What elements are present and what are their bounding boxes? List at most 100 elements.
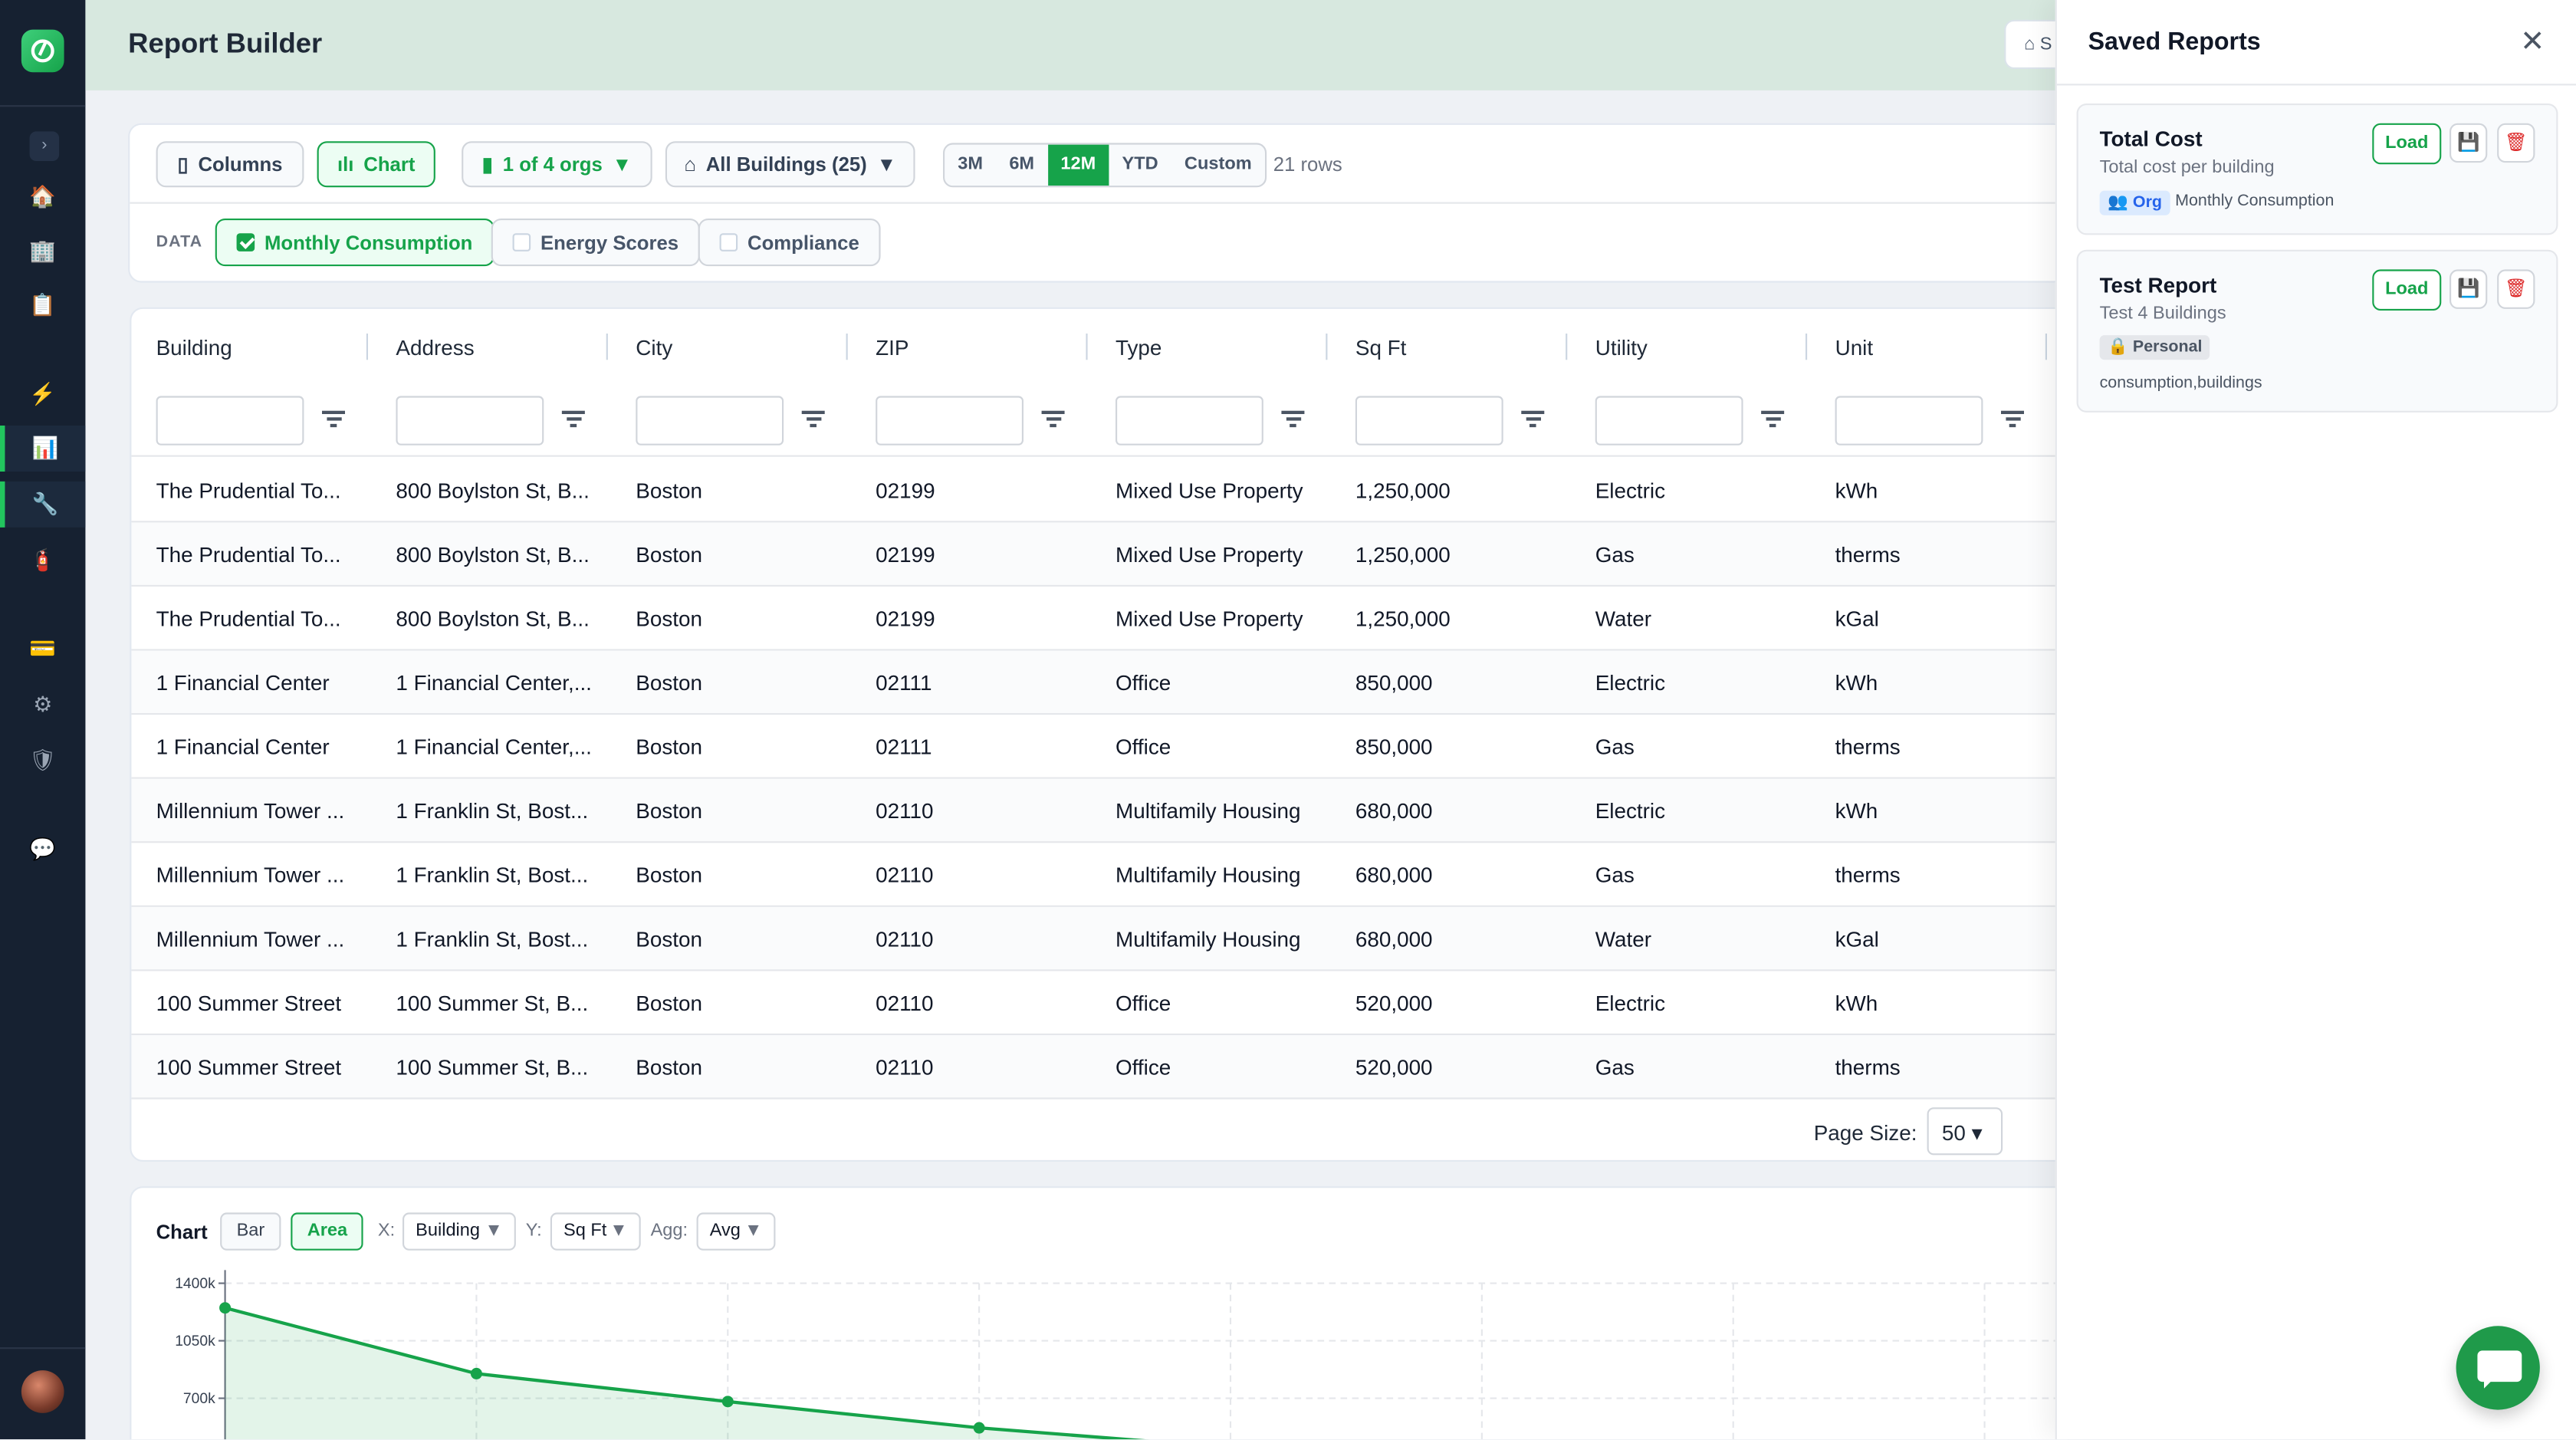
column-header[interactable]: ZIP (876, 335, 909, 360)
page-title: Report Builder (128, 28, 323, 60)
load-button[interactable]: Load (2372, 269, 2442, 311)
avatar[interactable] (21, 1370, 64, 1413)
column-resizer[interactable] (846, 334, 848, 360)
columns-icon: ▯ (177, 153, 189, 176)
filter-icon[interactable] (322, 407, 345, 430)
chart-button[interactable]: ılı Chart (317, 141, 435, 188)
report-name: Total Cost (2099, 127, 2203, 152)
bar-type-button[interactable]: Bar (220, 1212, 281, 1251)
table-cell: 1 Financial Center,... (396, 670, 592, 695)
column-resizer[interactable] (366, 334, 368, 360)
lightning-icon[interactable]: ⚡ (29, 381, 57, 406)
table-cell: therms (1835, 863, 1901, 888)
table-row[interactable]: Millennium Tower ... 1 Franklin St, Bost.… (131, 906, 2067, 972)
filter-icon[interactable] (561, 407, 585, 430)
chart-icon[interactable]: 📊 (0, 426, 86, 472)
filter-icon[interactable] (1761, 407, 1785, 430)
buildings-icon[interactable]: 🏢 (29, 238, 57, 263)
table-row[interactable]: 100 Summer Street 100 Summer St, B... Bost… (131, 1035, 2067, 1100)
trash-icon[interactable]: 🗑 (2497, 269, 2535, 309)
agg-select[interactable]: Avg ▼ (696, 1212, 776, 1251)
filter-icon[interactable] (1521, 407, 1545, 430)
table-cell: Mixed Use Property (1116, 478, 1303, 503)
table-cell: Electric (1595, 991, 1666, 1016)
table-cell: The Prudential To... (156, 606, 341, 631)
filter-icon[interactable] (801, 407, 825, 430)
monthly-consumption-checkbox[interactable]: Monthly Consumption (215, 219, 495, 267)
area-type-button[interactable]: Area (291, 1212, 364, 1251)
table-row[interactable]: 100 Summer Street 100 Summer St, B... Bost… (131, 971, 2067, 1035)
close-icon[interactable]: ✕ (2520, 25, 2545, 58)
column-filter-input[interactable] (396, 396, 544, 445)
table-cell: therms (1835, 734, 1901, 759)
column-header[interactable]: Unit (1835, 335, 1874, 360)
range-custom[interactable]: Custom (1184, 154, 1252, 175)
column-resizer[interactable] (1326, 334, 1328, 360)
range-ytd[interactable]: YTD (1122, 154, 1158, 175)
column-header[interactable]: Address (396, 335, 475, 360)
wrench-icon[interactable]: 🔧 (0, 481, 86, 528)
table-cell: Boston (636, 798, 703, 824)
column-resizer[interactable] (1806, 334, 1808, 360)
range-6m[interactable]: 6M (1009, 154, 1035, 175)
sidebar-expand-button[interactable]: › (29, 131, 60, 161)
column-filter-input[interactable] (1595, 396, 1743, 445)
trash-icon[interactable]: 🗑 (2497, 123, 2535, 163)
load-button[interactable]: Load (2372, 123, 2442, 165)
y-axis-select[interactable]: Sq Ft ▼ (550, 1212, 641, 1251)
range-selector: 3M 6M 12M YTD Custom (943, 143, 1267, 188)
home-icon: ⌂ (684, 153, 696, 176)
table-cell: 100 Summer St, B... (396, 1054, 589, 1080)
app-logo[interactable] (21, 29, 64, 73)
save-icon[interactable]: 💾 (2450, 269, 2488, 309)
column-header[interactable]: Type (1116, 335, 1162, 360)
table-row[interactable]: The Prudential To... 800 Boylston St, B..… (131, 522, 2067, 587)
card-icon[interactable]: 💳 (29, 636, 57, 661)
column-resizer[interactable] (2045, 334, 2047, 360)
table-row[interactable]: Millennium Tower ... 1 Franklin St, Bost.… (131, 778, 2067, 843)
table-row[interactable]: 1 Financial Center 1 Financial Center,...… (131, 650, 2067, 715)
column-filter-input[interactable] (876, 396, 1024, 445)
chat-widget-button[interactable] (2456, 1326, 2540, 1410)
column-filter-input[interactable] (636, 396, 784, 445)
gear-icon[interactable]: ⚙ (33, 692, 53, 717)
filter-icon[interactable] (2001, 407, 2024, 430)
column-header[interactable]: Building (156, 335, 232, 360)
table-cell: kWh (1835, 478, 1878, 503)
page-size-select[interactable]: 50 ▾ (1927, 1107, 2003, 1156)
save-icon[interactable]: 💾 (2450, 123, 2488, 163)
filter-icon[interactable] (1281, 407, 1305, 430)
y-tick-label: 1400k (175, 1276, 215, 1292)
x-axis-select[interactable]: Building ▼ (402, 1212, 516, 1251)
column-header[interactable]: Sq Ft (1355, 335, 1407, 360)
column-resizer[interactable] (1566, 334, 1568, 360)
table-row[interactable]: The Prudential To... 800 Boylston St, B..… (131, 587, 2067, 651)
fire-extinguisher-icon[interactable]: 🧯 (29, 547, 57, 572)
table-row[interactable]: The Prudential To... 800 Boylston St, B..… (131, 459, 2067, 523)
column-filter-input[interactable] (156, 396, 304, 445)
column-resizer[interactable] (1086, 334, 1088, 360)
buildings-dropdown[interactable]: ⌂ All Buildings (25) ▼ (665, 141, 915, 188)
columns-button[interactable]: ▯ Columns (156, 141, 304, 188)
column-header[interactable]: City (636, 335, 673, 360)
column-filter-input[interactable] (1116, 396, 1263, 445)
orgs-dropdown[interactable]: ▮ 1 of 4 orgs ▼ (462, 141, 652, 188)
column-filter-input[interactable] (1355, 396, 1503, 445)
shield-icon[interactable]: 🛡 (29, 747, 57, 773)
clipboard-icon[interactable]: 📋 (29, 292, 57, 317)
column-resizer[interactable] (606, 334, 608, 360)
column-filter-input[interactable] (1835, 396, 1983, 445)
table-body: The Prudential To... 800 Boylston St, B..… (131, 459, 2067, 1100)
table-cell: 100 Summer Street (156, 1054, 342, 1080)
filter-icon[interactable] (1041, 407, 1065, 430)
column-header[interactable]: Utility (1595, 335, 1648, 360)
chat-icon[interactable]: 💬 (29, 836, 57, 861)
compliance-checkbox[interactable]: Compliance (698, 219, 881, 267)
table-row[interactable]: 1 Financial Center 1 Financial Center,...… (131, 715, 2067, 779)
home-icon[interactable]: 🏠 (29, 184, 57, 209)
table-row[interactable]: Millennium Tower ... 1 Franklin St, Bost.… (131, 843, 2067, 907)
range-3m[interactable]: 3M (958, 154, 984, 175)
energy-scores-checkbox[interactable]: Energy Scores (491, 219, 700, 267)
range-12m[interactable]: 12M (1047, 144, 1109, 186)
table-cell: 800 Boylston St, B... (396, 478, 590, 503)
